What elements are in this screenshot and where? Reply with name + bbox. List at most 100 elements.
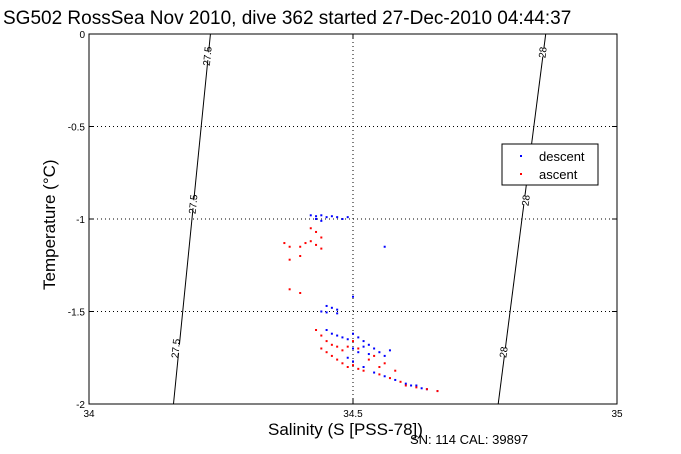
data-point-ascent	[315, 243, 318, 246]
data-point-descent	[346, 338, 349, 341]
data-point-ascent	[288, 288, 291, 291]
data-point-descent	[320, 214, 323, 217]
data-point-ascent	[352, 340, 354, 343]
data-point-ascent	[436, 390, 439, 393]
data-point-descent	[394, 378, 397, 381]
x-axis: 34 34.5 35	[83, 34, 623, 420]
data-point-descent	[336, 312, 339, 315]
chart-title: SG502 RossSea Nov 2010, dive 362 started…	[3, 8, 571, 29]
data-point-ascent	[299, 255, 302, 257]
data-point-ascent	[288, 258, 291, 261]
data-point-ascent	[304, 242, 307, 245]
data-point-descent	[315, 215, 318, 218]
data-point-descent	[383, 245, 386, 248]
data-point-ascent	[357, 367, 360, 370]
data-point-ascent	[394, 369, 397, 372]
data-point-ascent	[320, 347, 323, 350]
data-point-descent	[404, 382, 407, 385]
data-point-descent	[346, 356, 349, 359]
data-point-ascent	[315, 329, 318, 331]
contour-label-bg	[493, 346, 515, 358]
x-tick-label: 34.5	[343, 409, 363, 420]
data-point-descent	[325, 329, 328, 331]
data-point-descent	[330, 215, 333, 218]
contour-label: 28	[537, 46, 549, 59]
data-point-descent	[309, 214, 312, 217]
y-tick-label: -2	[76, 400, 85, 411]
data-point-ascent	[325, 340, 328, 343]
data-point-descent	[341, 336, 344, 339]
data-point-ascent	[341, 362, 344, 365]
data-point-descent	[330, 332, 333, 335]
contour-label-bg	[532, 47, 554, 58]
data-point-ascent	[415, 386, 418, 389]
data-point-descent	[373, 371, 376, 374]
plot-area: 27.5 27.5 27.5 28 28 28	[88, 33, 618, 405]
data-point-descent	[410, 384, 413, 387]
contour-label: 27.5	[188, 194, 201, 215]
data-point-ascent	[330, 343, 333, 346]
data-point-descent	[336, 308, 339, 311]
contour-line-28	[497, 33, 547, 405]
data-point-ascent	[378, 366, 381, 368]
data-point-ascent	[346, 366, 349, 368]
legend-label-descent: descent	[539, 149, 585, 164]
data-point-ascent	[325, 351, 328, 354]
data-point-ascent	[309, 227, 312, 230]
data-point-ascent	[320, 247, 323, 250]
contour-label: 27.5	[170, 338, 183, 359]
contour-label: 28	[521, 194, 533, 207]
data-point-ascent	[299, 292, 302, 294]
data-point-ascent	[388, 377, 391, 380]
data-point-ascent	[283, 242, 286, 245]
data-point-descent	[336, 334, 339, 337]
legend-item-ascent: ascent	[520, 167, 578, 182]
data-point-descent	[352, 360, 354, 363]
legend-marker-descent	[520, 155, 522, 157]
data-point-ascent	[336, 358, 339, 361]
data-point-descent	[320, 219, 323, 222]
series-ascent	[283, 227, 439, 393]
data-point-descent	[320, 310, 323, 313]
data-point-ascent	[367, 358, 370, 361]
data-point-ascent	[352, 364, 354, 367]
data-point-descent	[373, 347, 376, 350]
data-point-descent	[362, 345, 365, 348]
data-point-descent	[346, 216, 349, 219]
data-point-ascent	[346, 345, 349, 348]
contour-line-27.5	[172, 33, 211, 405]
data-point-descent	[352, 347, 354, 350]
legend: descent ascent	[501, 143, 599, 186]
contour-label-bg	[515, 195, 537, 206]
data-point-descent	[341, 218, 344, 220]
data-point-ascent	[299, 245, 302, 248]
data-point-ascent	[330, 354, 333, 357]
data-point-descent	[315, 218, 318, 220]
y-tick-label: -0.5	[68, 123, 86, 134]
grid	[89, 34, 617, 404]
data-point-ascent	[288, 245, 291, 248]
data-point-descent	[352, 332, 354, 335]
data-point-ascent	[336, 345, 339, 348]
data-point-ascent	[320, 334, 323, 337]
isopycnal-contours: 27.5 27.5 27.5 28 28 28	[165, 33, 554, 405]
x-tick-label: 34	[83, 409, 95, 420]
serial-calibration-note: SN: 114 CAL: 39897	[410, 432, 528, 447]
data-point-descent	[325, 304, 328, 307]
data-point-descent	[367, 353, 370, 356]
legend-label-ascent: ascent	[539, 167, 578, 182]
x-tick-label: 35	[611, 409, 623, 420]
data-point-ascent	[404, 384, 407, 387]
data-point-descent	[367, 343, 370, 346]
data-point-ascent	[315, 230, 318, 233]
legend-item-descent: descent	[520, 149, 585, 164]
data-point-descent	[357, 336, 360, 339]
legend-marker-ascent	[520, 173, 522, 175]
data-point-ascent	[378, 373, 381, 376]
data-point-descent	[415, 384, 418, 387]
data-point-descent	[383, 375, 386, 378]
legend-box	[501, 143, 599, 186]
data-point-descent	[336, 216, 339, 219]
data-point-ascent	[320, 236, 323, 239]
contour-label-bg	[165, 343, 187, 354]
